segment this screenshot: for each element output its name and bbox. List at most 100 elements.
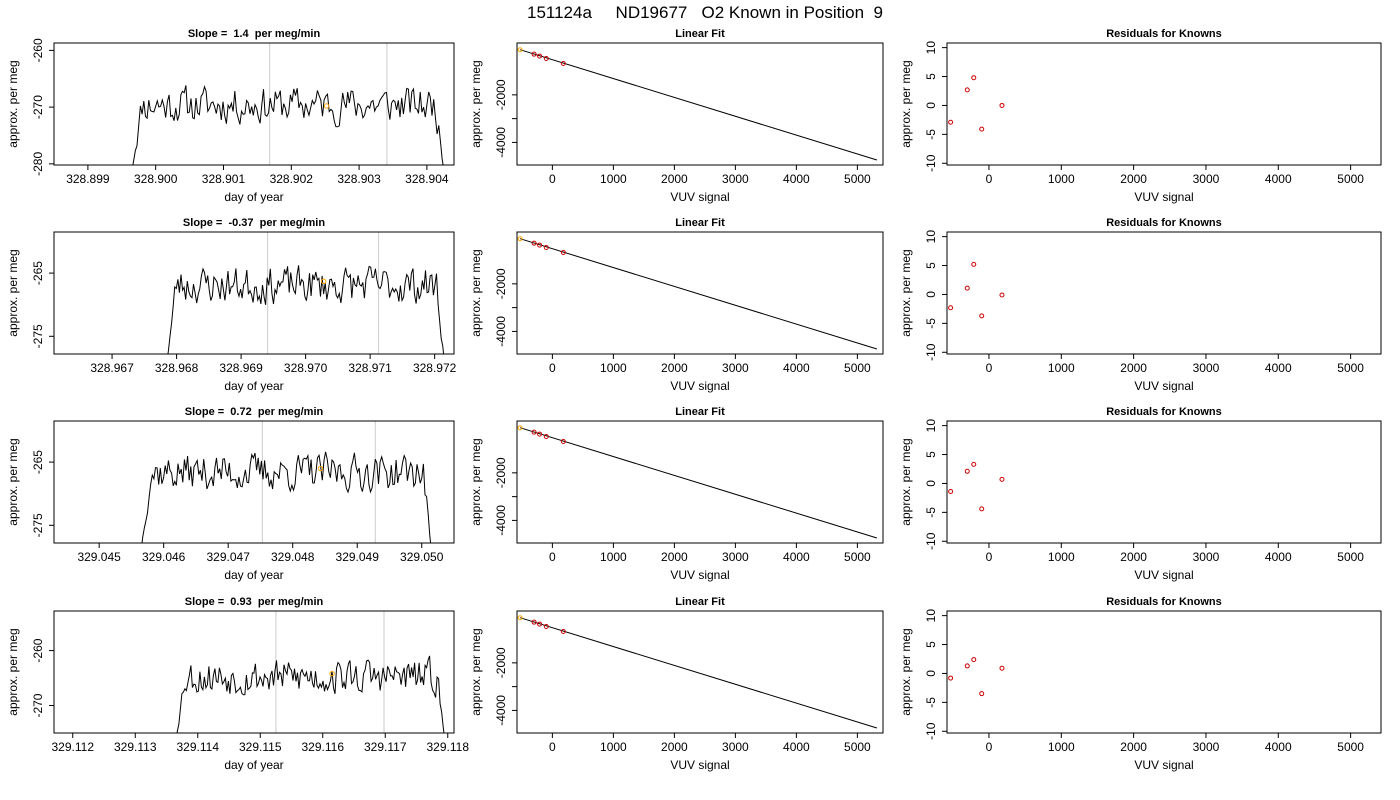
residual-point (999, 476, 1005, 482)
fit-line (519, 238, 878, 350)
data-point (517, 236, 523, 242)
x-tick-label: 328.968 (155, 361, 199, 375)
x-tick-label: 1000 (1048, 361, 1075, 375)
y-tick-label: -270 (31, 95, 45, 119)
x-axis-label: VUV signal (670, 758, 729, 772)
x-tick-label: 1000 (600, 550, 627, 564)
x-tick-label: 1000 (600, 172, 627, 186)
residual-point (964, 87, 970, 93)
x-tick-label: 2000 (661, 361, 688, 375)
residual-point (999, 665, 1005, 671)
panel-title: Residuals for Knowns (1106, 406, 1222, 418)
plot-area (176, 611, 445, 733)
x-tick-label: 0 (986, 361, 993, 375)
residual-point (979, 126, 985, 132)
y-tick-label: 10 (924, 230, 938, 244)
figure-title: 151124a ND19677 O2 Known in Position 9 (527, 3, 883, 22)
data-point (531, 51, 537, 57)
fit-panel-row-2: Linear Fit 0 1000 2000 3000 4000 5000 -4000 -200… (469, 217, 884, 393)
x-tick-label: 329.115 (239, 740, 282, 754)
y-tick-label: 5 (924, 262, 938, 269)
x-tick-label: 3000 (1193, 361, 1220, 375)
x-tick-label: 3000 (722, 172, 749, 186)
fit-panel-row-1: Linear Fit 0 1000 2000 3000 4000 5000 -4000 -200… (469, 28, 884, 204)
y-tick-label: 5 (924, 451, 938, 458)
residual-point (948, 305, 954, 311)
x-tick-label: 2000 (1120, 361, 1147, 375)
x-axis-label: VUV signal (670, 568, 729, 582)
x-tick-label: 0 (986, 172, 993, 186)
x-tick-label: 3000 (1193, 550, 1220, 564)
x-tick-label: 1000 (1048, 740, 1075, 754)
x-tick-label: 3000 (722, 550, 749, 564)
y-tick-label: -265 (31, 261, 45, 285)
x-tick-label: 0 (549, 550, 556, 564)
y-axis-label: approx. per meg (469, 249, 483, 336)
data-point (531, 240, 537, 246)
x-axis-label: VUV signal (1134, 379, 1193, 393)
y-tick-label: -4000 (494, 505, 508, 536)
x-axis-label: VUV signal (1134, 758, 1193, 772)
plot-area (517, 236, 878, 350)
x-tick-label: 2000 (1120, 172, 1147, 186)
residual-point (964, 285, 970, 291)
data-point (560, 629, 566, 635)
plot-frame (946, 420, 1382, 544)
residual-point (964, 663, 970, 669)
y-tick-label: -270 (31, 693, 45, 717)
y-tick-label: 5 (924, 641, 938, 648)
fit-line (519, 617, 878, 729)
x-tick-label: 329.048 (271, 550, 315, 564)
y-tick-label: -10 (924, 532, 938, 550)
x-tick-label: 0 (549, 172, 556, 186)
y-tick-label: -2000 (494, 79, 508, 110)
data-point (517, 425, 523, 431)
x-tick-label: 4000 (783, 172, 810, 186)
plot-frame (516, 610, 884, 734)
y-tick-label: 0 (924, 102, 938, 109)
plot-area (948, 461, 1005, 512)
fit-panel-row-4: Linear Fit 0 1000 2000 3000 4000 5000 -4000 -200… (469, 596, 884, 772)
panel-title: Linear Fit (675, 406, 725, 418)
residual-point (971, 461, 977, 467)
y-tick-label: 0 (924, 291, 938, 298)
plot-area (141, 421, 432, 543)
plot-frame (53, 231, 455, 355)
y-axis-label: approx. per meg (899, 249, 913, 336)
panel-title: Linear Fit (675, 217, 725, 229)
panel-title: Slope = 0.72 per meg/min (185, 406, 324, 418)
y-tick-label: -10 (924, 722, 938, 740)
timeseries-panel-row-1: Slope = 1.4 per meg/min 328.899 328.900 328… (6, 28, 455, 204)
x-tick-label: 1000 (1048, 550, 1075, 564)
plot-area (132, 43, 444, 165)
panel-title: Slope = 1.4 per meg/min (188, 28, 321, 40)
x-tick-label: 329.046 (142, 550, 186, 564)
y-tick-label: 10 (924, 609, 938, 623)
x-tick-label: 2000 (661, 172, 688, 186)
x-axis-label: day of year (224, 758, 283, 772)
data-point (560, 61, 566, 67)
x-tick-label: 328.903 (337, 172, 381, 186)
y-tick-label: -275 (31, 324, 45, 348)
residual-point (971, 261, 977, 267)
x-tick-label: 329.116 (302, 740, 345, 754)
x-tick-label: 0 (986, 550, 993, 564)
plot-frame (946, 231, 1382, 355)
x-axis-label: VUV signal (1134, 568, 1193, 582)
highlight-point (323, 103, 330, 109)
x-tick-label: 5000 (844, 361, 871, 375)
panel-title: Residuals for Knowns (1106, 28, 1222, 40)
data-point (543, 623, 549, 629)
x-tick-label: 2000 (661, 740, 688, 754)
x-tick-label: 4000 (783, 550, 810, 564)
y-axis-label: approx. per meg (899, 438, 913, 525)
x-tick-label: 328.969 (219, 361, 263, 375)
plot-frame (946, 610, 1382, 734)
residual-point (948, 119, 954, 125)
x-tick-label: 3000 (722, 740, 749, 754)
x-tick-label: 5000 (1337, 361, 1364, 375)
residual-point (971, 75, 977, 81)
series-line (167, 265, 445, 354)
x-tick-label: 1000 (600, 361, 627, 375)
y-tick-label: 10 (924, 419, 938, 433)
